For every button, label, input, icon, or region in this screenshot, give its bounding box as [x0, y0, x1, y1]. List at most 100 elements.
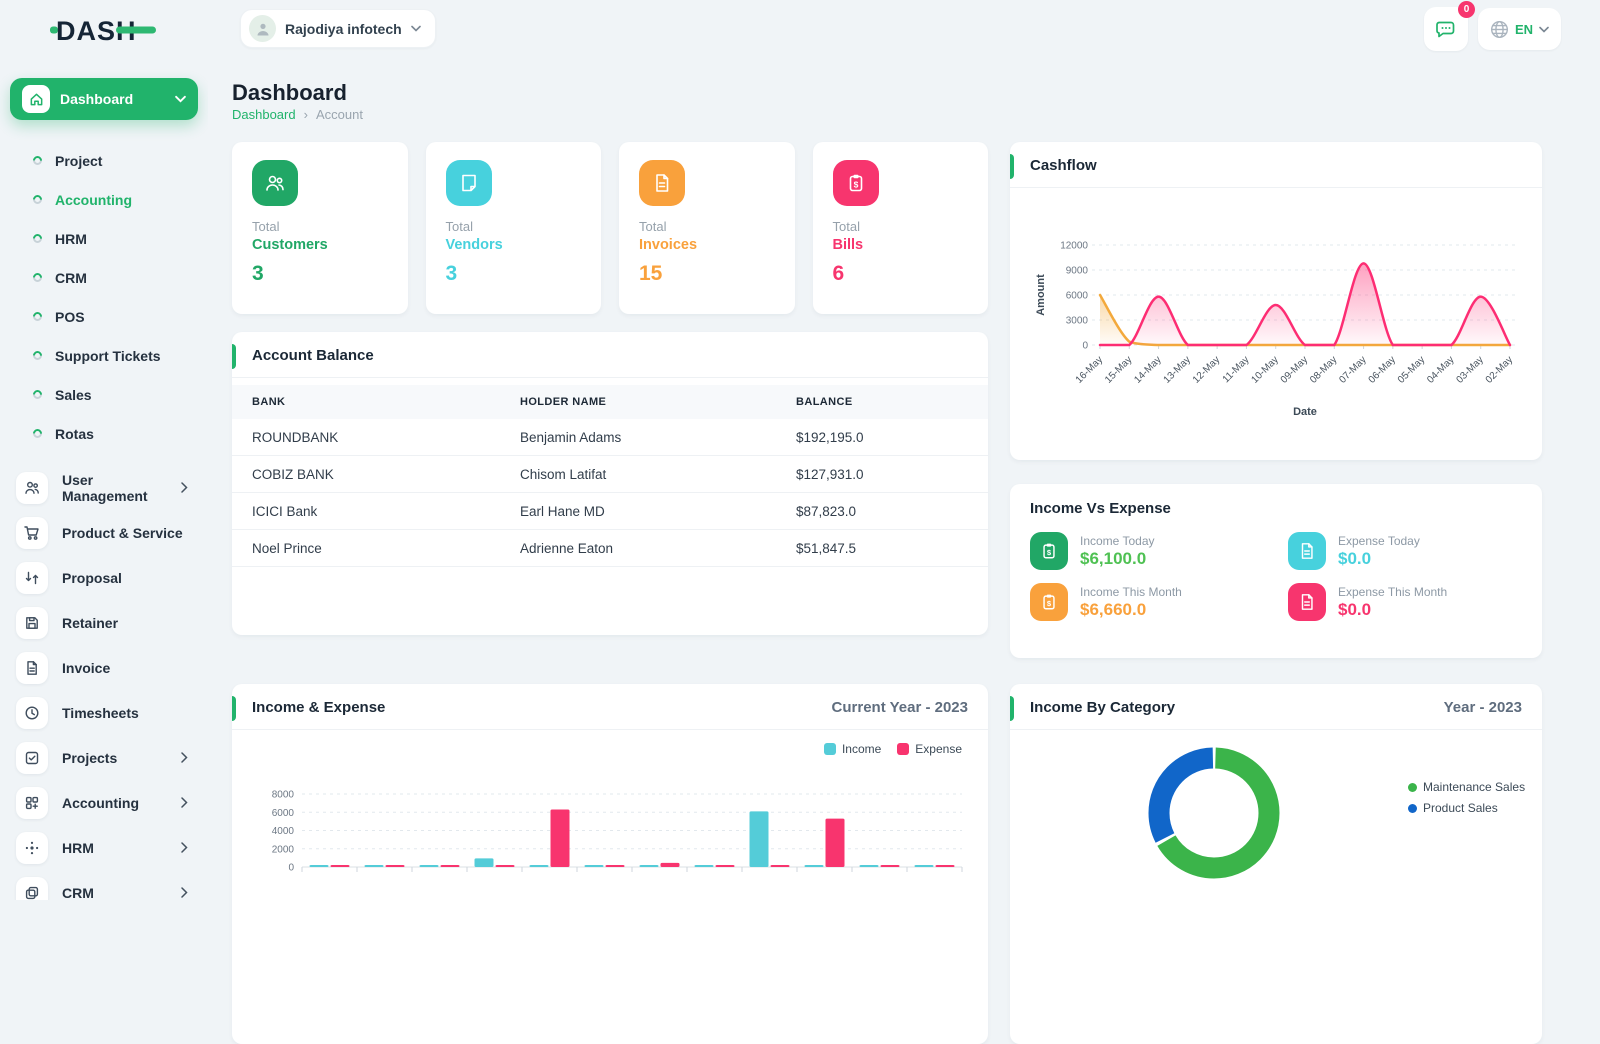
cell-holder: Adrienne Eaton [500, 529, 776, 567]
clock-icon [16, 696, 48, 729]
account-balance-card: Account Balance BANK HOLDER NAME BALANCE… [232, 332, 988, 635]
svg-text:16-May: 16-May [1074, 354, 1105, 385]
sidebar-item-product-service[interactable]: Product & Service [0, 510, 208, 555]
chevron-right-icon [181, 887, 188, 898]
legend-expense: Expense [897, 742, 962, 756]
sidebar-item-accounting-menu[interactable]: Accounting [0, 780, 208, 825]
app-logo[interactable]: DASH [50, 13, 162, 52]
sidebar-menu-list: User Management Product & Service Propos… [0, 465, 208, 900]
sidebar-item-rotas[interactable]: Rotas [0, 414, 208, 453]
metric-label: Expense This Month [1338, 584, 1448, 599]
svg-text:05-May: 05-May [1396, 354, 1427, 385]
sidebar-item-project[interactable]: Project [0, 141, 208, 180]
grid-plus-icon [16, 786, 48, 819]
bullet-ring-icon [31, 193, 44, 206]
metric-value: $0.0 [1338, 599, 1372, 619]
sidebar-item-label: Project [55, 152, 103, 169]
sidebar-item-crm[interactable]: CRM [0, 258, 208, 297]
svg-text:4000: 4000 [272, 826, 295, 837]
sidebar-item-pos[interactable]: POS [0, 297, 208, 336]
income-by-category-header: Income By Category Year - 2023 [1010, 684, 1542, 730]
sidebar-item-dashboard[interactable]: Dashboard [10, 78, 198, 120]
cell-holder: Chisom Latifat [500, 455, 776, 493]
income-expense-header: Income & Expense Current Year - 2023 [232, 684, 988, 730]
messages-badge: 0 [1458, 1, 1475, 18]
users-icon [16, 471, 48, 504]
sidebar-item-timesheets[interactable]: Timesheets [0, 690, 208, 735]
stat-label: Customers [252, 237, 328, 253]
table-row: COBIZ BANK Chisom Latifat $127,931.0 [232, 455, 988, 493]
sidebar-item-hrm[interactable]: HRM [0, 219, 208, 258]
svg-text:11-May: 11-May [1221, 354, 1252, 385]
legend-label: Expense [915, 742, 962, 756]
company-switcher[interactable]: Rajodiya infotech [240, 9, 436, 48]
chevron-right-icon [181, 797, 188, 808]
sidebar-item-retainer[interactable]: Retainer [0, 600, 208, 645]
donut-legend: Maintenance Sales Product Sales [1408, 780, 1525, 815]
stat-label: Bills [832, 237, 864, 253]
sidebar-item-label: POS [55, 308, 85, 325]
bullet-ring-icon [31, 154, 44, 167]
card-title: Income & Expense [252, 699, 386, 716]
sidebar-item-support-tickets[interactable]: Support Tickets [0, 336, 208, 375]
card-period: Year - 2023 [1443, 699, 1522, 716]
messages-button[interactable]: 0 [1424, 1, 1475, 51]
income-expense-bar-chart: 0 2000 4000 6000 8000 [272, 790, 963, 874]
svg-text:$: $ [853, 180, 858, 190]
breadcrumb-dashboard-link[interactable]: Dashboard [232, 107, 296, 122]
sidebar-item-proposal[interactable]: Proposal [0, 555, 208, 600]
cashflow-area-chart: 0 3000 6000 9000 12000 16-May15-May14-May13-M… [1035, 241, 1518, 418]
svg-text:Date: Date [1293, 406, 1317, 418]
cell-bank: COBIZ BANK [232, 455, 500, 493]
bullet-ring-icon [31, 427, 44, 440]
table-row: Noel Prince Adrienne Eaton $51,847.5 [232, 529, 988, 567]
sidebar-item-label: Accounting [62, 794, 139, 811]
legend-label: Maintenance Sales [1423, 780, 1526, 794]
sidebar-item-projects[interactable]: Projects [0, 735, 208, 780]
svg-text:$: $ [1047, 548, 1052, 557]
stats-row: Total Customers 3 Total Vendors 3 Total … [232, 142, 988, 314]
vendors-icon [445, 160, 492, 206]
svg-text:12-May: 12-May [1191, 354, 1222, 385]
income-vs-expense-card: Income Vs Expense $ Income Today $6,100.… [1010, 484, 1542, 658]
column-header-bank: BANK [232, 385, 500, 419]
language-code: EN [1515, 21, 1534, 37]
svg-text:03-May: 03-May [1454, 354, 1485, 385]
svg-text:02-May: 02-May [1484, 354, 1515, 385]
sidebar-item-hrm-menu[interactable]: HRM [0, 825, 208, 870]
expense-file-icon [1288, 583, 1326, 621]
sidebar-item-sales[interactable]: Sales [0, 375, 208, 414]
legend-swatch [1408, 782, 1417, 792]
card-title: Account Balance [252, 347, 374, 364]
stat-value: 6 [832, 262, 845, 285]
sidebar-item-accounting[interactable]: Accounting [0, 180, 208, 219]
sidebar-item-invoice[interactable]: Invoice [0, 645, 208, 690]
invoices-icon [639, 160, 685, 206]
person-icon [257, 23, 268, 35]
cell-balance: $192,195.0 [776, 419, 988, 456]
check-square-icon [16, 741, 48, 774]
cashflow-header: Cashflow [1010, 142, 1542, 188]
stat-prefix: Total [252, 219, 280, 234]
svg-text:6000: 6000 [1066, 291, 1089, 302]
income-clipboard-icon: $ [1030, 532, 1068, 570]
customers-icon [252, 160, 298, 206]
sidebar-item-user-management[interactable]: User Management [0, 465, 208, 510]
language-selector[interactable]: EN [1478, 8, 1562, 50]
bills-icon: $ [832, 160, 879, 206]
stat-prefix: Total [639, 219, 667, 234]
metric-label: Expense Today [1338, 533, 1420, 548]
bar-chart-legend: Income Expense [232, 730, 988, 756]
dash-logo-icon: DASH [50, 16, 156, 46]
sidebar-item-crm-menu[interactable]: CRM [0, 870, 208, 900]
bullet-ring-icon [31, 388, 44, 401]
legend-product-sales: Product Sales [1408, 801, 1525, 815]
stat-value: 15 [639, 262, 663, 285]
sidebar-item-label: HRM [62, 839, 94, 856]
cell-bank: ICICI Bank [232, 492, 500, 530]
sidebar-item-label: Product & Service [62, 524, 183, 541]
income-vs-expense-grid: $ Income Today $6,100.0 Expense Today [1030, 532, 1522, 621]
dots-circle-icon [16, 831, 48, 864]
sidebar-item-label: Support Tickets [55, 347, 161, 364]
column-header-holder: HOLDER NAME [500, 385, 776, 419]
